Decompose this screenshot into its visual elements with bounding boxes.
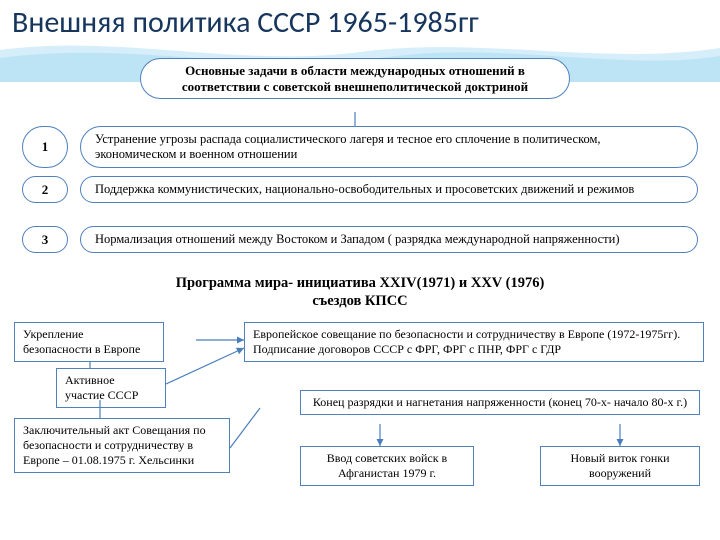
- subtitle-box: Основные задачи в области международных …: [140, 58, 570, 99]
- box-csce: Европейское совещание по безопасности и …: [244, 322, 704, 362]
- task-row-2: 2 Поддержка коммунистических, национальн…: [22, 176, 698, 203]
- box-afghanistan: Ввод советских войск в Афганистан 1979 г…: [300, 446, 474, 486]
- box-active-ussr: Активное участие СССР: [56, 368, 166, 408]
- box-helsinki: Заключительный акт Совещания по безопасн…: [14, 418, 230, 473]
- box-europe-security: Укрепление безопасности в Европе: [14, 322, 164, 362]
- task-row-3: 3 Нормализация отношений между Востоком …: [22, 226, 698, 253]
- box-end-detente: Конец разрядки и нагнетания напряженност…: [300, 390, 700, 415]
- subtitle-text: Основные задачи в области международных …: [155, 63, 555, 94]
- task-number: 2: [22, 176, 68, 203]
- task-number: 3: [22, 226, 68, 253]
- task-text: Устранение угрозы распада социалистическ…: [80, 126, 698, 168]
- task-row-1: 1 Устранение угрозы распада социалистиче…: [22, 126, 698, 168]
- task-text: Нормализация отношений между Востоком и …: [80, 226, 698, 253]
- program-title: Программа мира- инициатива XXIV(1971) и …: [0, 274, 720, 310]
- task-text: Поддержка коммунистических, национально-…: [80, 176, 698, 203]
- task-number: 1: [22, 126, 68, 168]
- box-arms-race: Новый виток гонки вооружений: [540, 446, 700, 486]
- page-title: Внешняя политика СССР 1965-1985гг: [0, 0, 720, 41]
